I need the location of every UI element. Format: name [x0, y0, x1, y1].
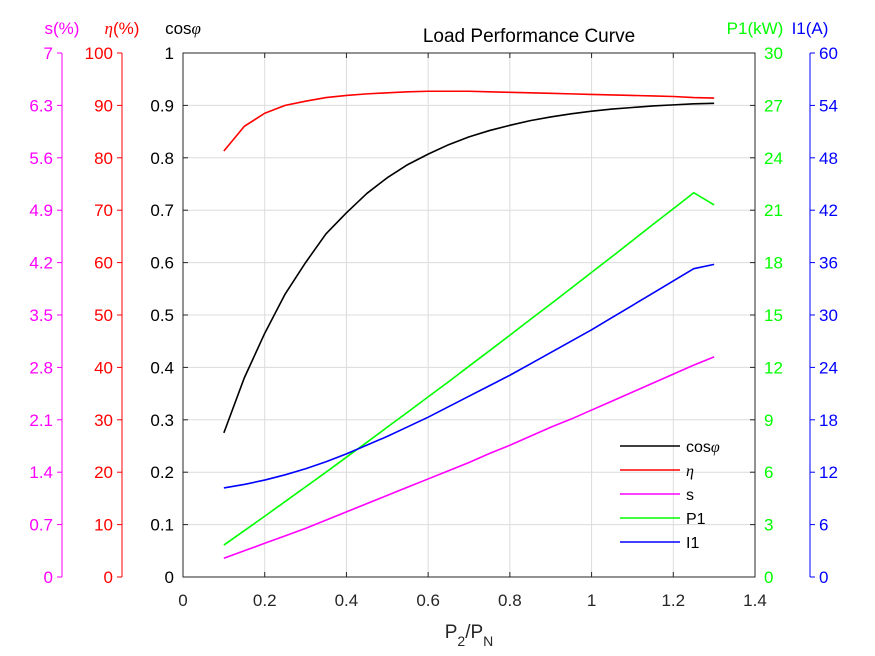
- y-tick-label-i1: 60: [819, 44, 838, 63]
- series-line-cos: [223, 102, 715, 434]
- series-line-eta: [223, 90, 715, 152]
- y-tick-label-cos: 0.5: [150, 306, 174, 325]
- y-tick-label-s: 1.4: [29, 463, 53, 482]
- y-tick-label-eta: 30: [94, 411, 113, 430]
- series-line-s: [223, 356, 715, 560]
- y-axis-title-s: s(%): [45, 19, 80, 38]
- y-tick-label-s: 0.7: [29, 516, 53, 535]
- legend-label-s: s: [686, 487, 694, 504]
- y-tick-label-eta: 0: [104, 568, 113, 587]
- y-tick-label-i1: 24: [819, 358, 838, 377]
- y-tick-label-i1: 30: [819, 306, 838, 325]
- y-tick-label-s: 7: [44, 44, 53, 63]
- y-tick-label-cos: 0.8: [150, 149, 174, 168]
- y-tick-label-cos: 0.4: [150, 358, 174, 377]
- y-tick-label-eta: 80: [94, 149, 113, 168]
- y-tick-label-cos: 0.2: [150, 463, 174, 482]
- series-line-i1: [223, 263, 715, 489]
- x-tick-label: 1.4: [743, 591, 767, 610]
- y-tick-label-i1: 12: [819, 463, 838, 482]
- legend-label-eta: η: [686, 463, 694, 480]
- y-tick-label-cos: 0.1: [150, 516, 174, 535]
- x-tick-label: 0.4: [335, 591, 359, 610]
- y-tick-label-eta: 20: [94, 463, 113, 482]
- y-tick-label-eta: 10: [94, 516, 113, 535]
- y-axis-eta: 0 10 20 30 40 50 60 70 80 90 100 η(%): [85, 19, 140, 587]
- y-tick-label-eta: 50: [94, 306, 113, 325]
- y-tick-label-cos: 0.7: [150, 201, 174, 220]
- y-tick-label-p1: 27: [764, 96, 783, 115]
- y-tick-label-s: 0: [44, 568, 53, 587]
- y-axis-title-cos: cosφ: [165, 19, 201, 38]
- y-tick-label-p1: 9: [764, 411, 773, 430]
- y-tick-label-i1: 36: [819, 254, 838, 273]
- y-axis-title-eta: η(%): [105, 19, 140, 38]
- y-tick-label-p1: 30: [764, 44, 783, 63]
- x-tick-label: 0.8: [498, 591, 522, 610]
- series-layer: [223, 90, 715, 560]
- y-tick-label-eta: 60: [94, 254, 113, 273]
- y-tick-label-eta: 90: [94, 96, 113, 115]
- y-tick-label-i1: 18: [819, 411, 838, 430]
- y-tick-label-s: 6.3: [29, 96, 53, 115]
- grid-layer: [182, 52, 756, 578]
- y-axis-cos: 0 0.1 0.2 0.3 0.4 0.5 0.6 0.7 0.8 0.9 1 cosφ: [150, 19, 201, 587]
- y-tick-label-p1: 6: [764, 463, 773, 482]
- y-tick-label-cos: 0.6: [150, 254, 174, 273]
- y-tick-label-eta: 100: [85, 44, 113, 63]
- y-tick-label-i1: 48: [819, 149, 838, 168]
- y-axis-title-p1: P1(kW): [727, 19, 784, 38]
- y-tick-label-s: 3.5: [29, 306, 53, 325]
- legend: cosφ ηs P1 I1: [620, 439, 720, 552]
- y-axis-i1: 0 6 12 18 24 30 36 42 48 54 60 I1(A): [792, 19, 838, 587]
- y-tick-label-eta: 40: [94, 358, 113, 377]
- y-tick-label-p1: 24: [764, 149, 783, 168]
- y-tick-label-p1: 3: [764, 516, 773, 535]
- y-tick-label-s: 4.2: [29, 254, 53, 273]
- y-tick-label-p1: 18: [764, 254, 783, 273]
- y-tick-label-s: 4.9: [29, 201, 53, 220]
- y-tick-label-s: 2.8: [29, 358, 53, 377]
- y-axis-p1: 0 3 6 9 12 15 18 21 24 27 30 P1(kW): [727, 19, 784, 587]
- y-tick-label-s: 2.1: [29, 411, 53, 430]
- series-line-p1: [223, 191, 715, 546]
- y-tick-label-p1: 15: [764, 306, 783, 325]
- legend-label-i1: I1: [686, 535, 699, 552]
- x-tick-label: 1: [587, 591, 596, 610]
- y-tick-label-cos: 0: [165, 568, 174, 587]
- y-tick-label-cos: 1: [165, 44, 174, 63]
- y-tick-label-i1: 42: [819, 201, 838, 220]
- x-tick-label: 0.6: [416, 591, 440, 610]
- y-tick-label-eta: 70: [94, 201, 113, 220]
- y-tick-label-i1: 0: [819, 568, 828, 587]
- y-axis-title-i1: I1(A): [792, 19, 829, 38]
- legend-label-p1: P1: [686, 511, 706, 528]
- x-tick-label: 1.2: [661, 591, 685, 610]
- y-tick-label-p1: 0: [764, 568, 773, 587]
- x-tick-label: 0.2: [253, 591, 277, 610]
- axes-layer: 00.71.42.12.83.54.24.95.66.37s(%)0102030…: [29, 19, 838, 587]
- y-tick-label-i1: 6: [819, 516, 828, 535]
- y-tick-label-i1: 54: [819, 96, 838, 115]
- x-axis-title: P2/PN: [445, 622, 494, 649]
- legend-label-cos: cosφ: [686, 439, 720, 456]
- y-tick-label-s: 5.6: [29, 149, 53, 168]
- x-axis: 0 0.2 0.4 0.6 0.8 1 1.2 1.4 P2/PN: [178, 53, 767, 649]
- y-tick-label-cos: 0.3: [150, 411, 174, 430]
- chart-title: Load Performance Curve: [423, 26, 635, 47]
- y-tick-label-p1: 21: [764, 201, 783, 220]
- x-tick-label: 0: [178, 591, 187, 610]
- y-tick-label-cos: 0.9: [150, 96, 174, 115]
- y-tick-label-p1: 12: [764, 358, 783, 377]
- y-axis-s: 0 0.7 1.4 2.1 2.8 3.5 4.2 4.9 5.6 6.3 7 s(%): [29, 19, 79, 587]
